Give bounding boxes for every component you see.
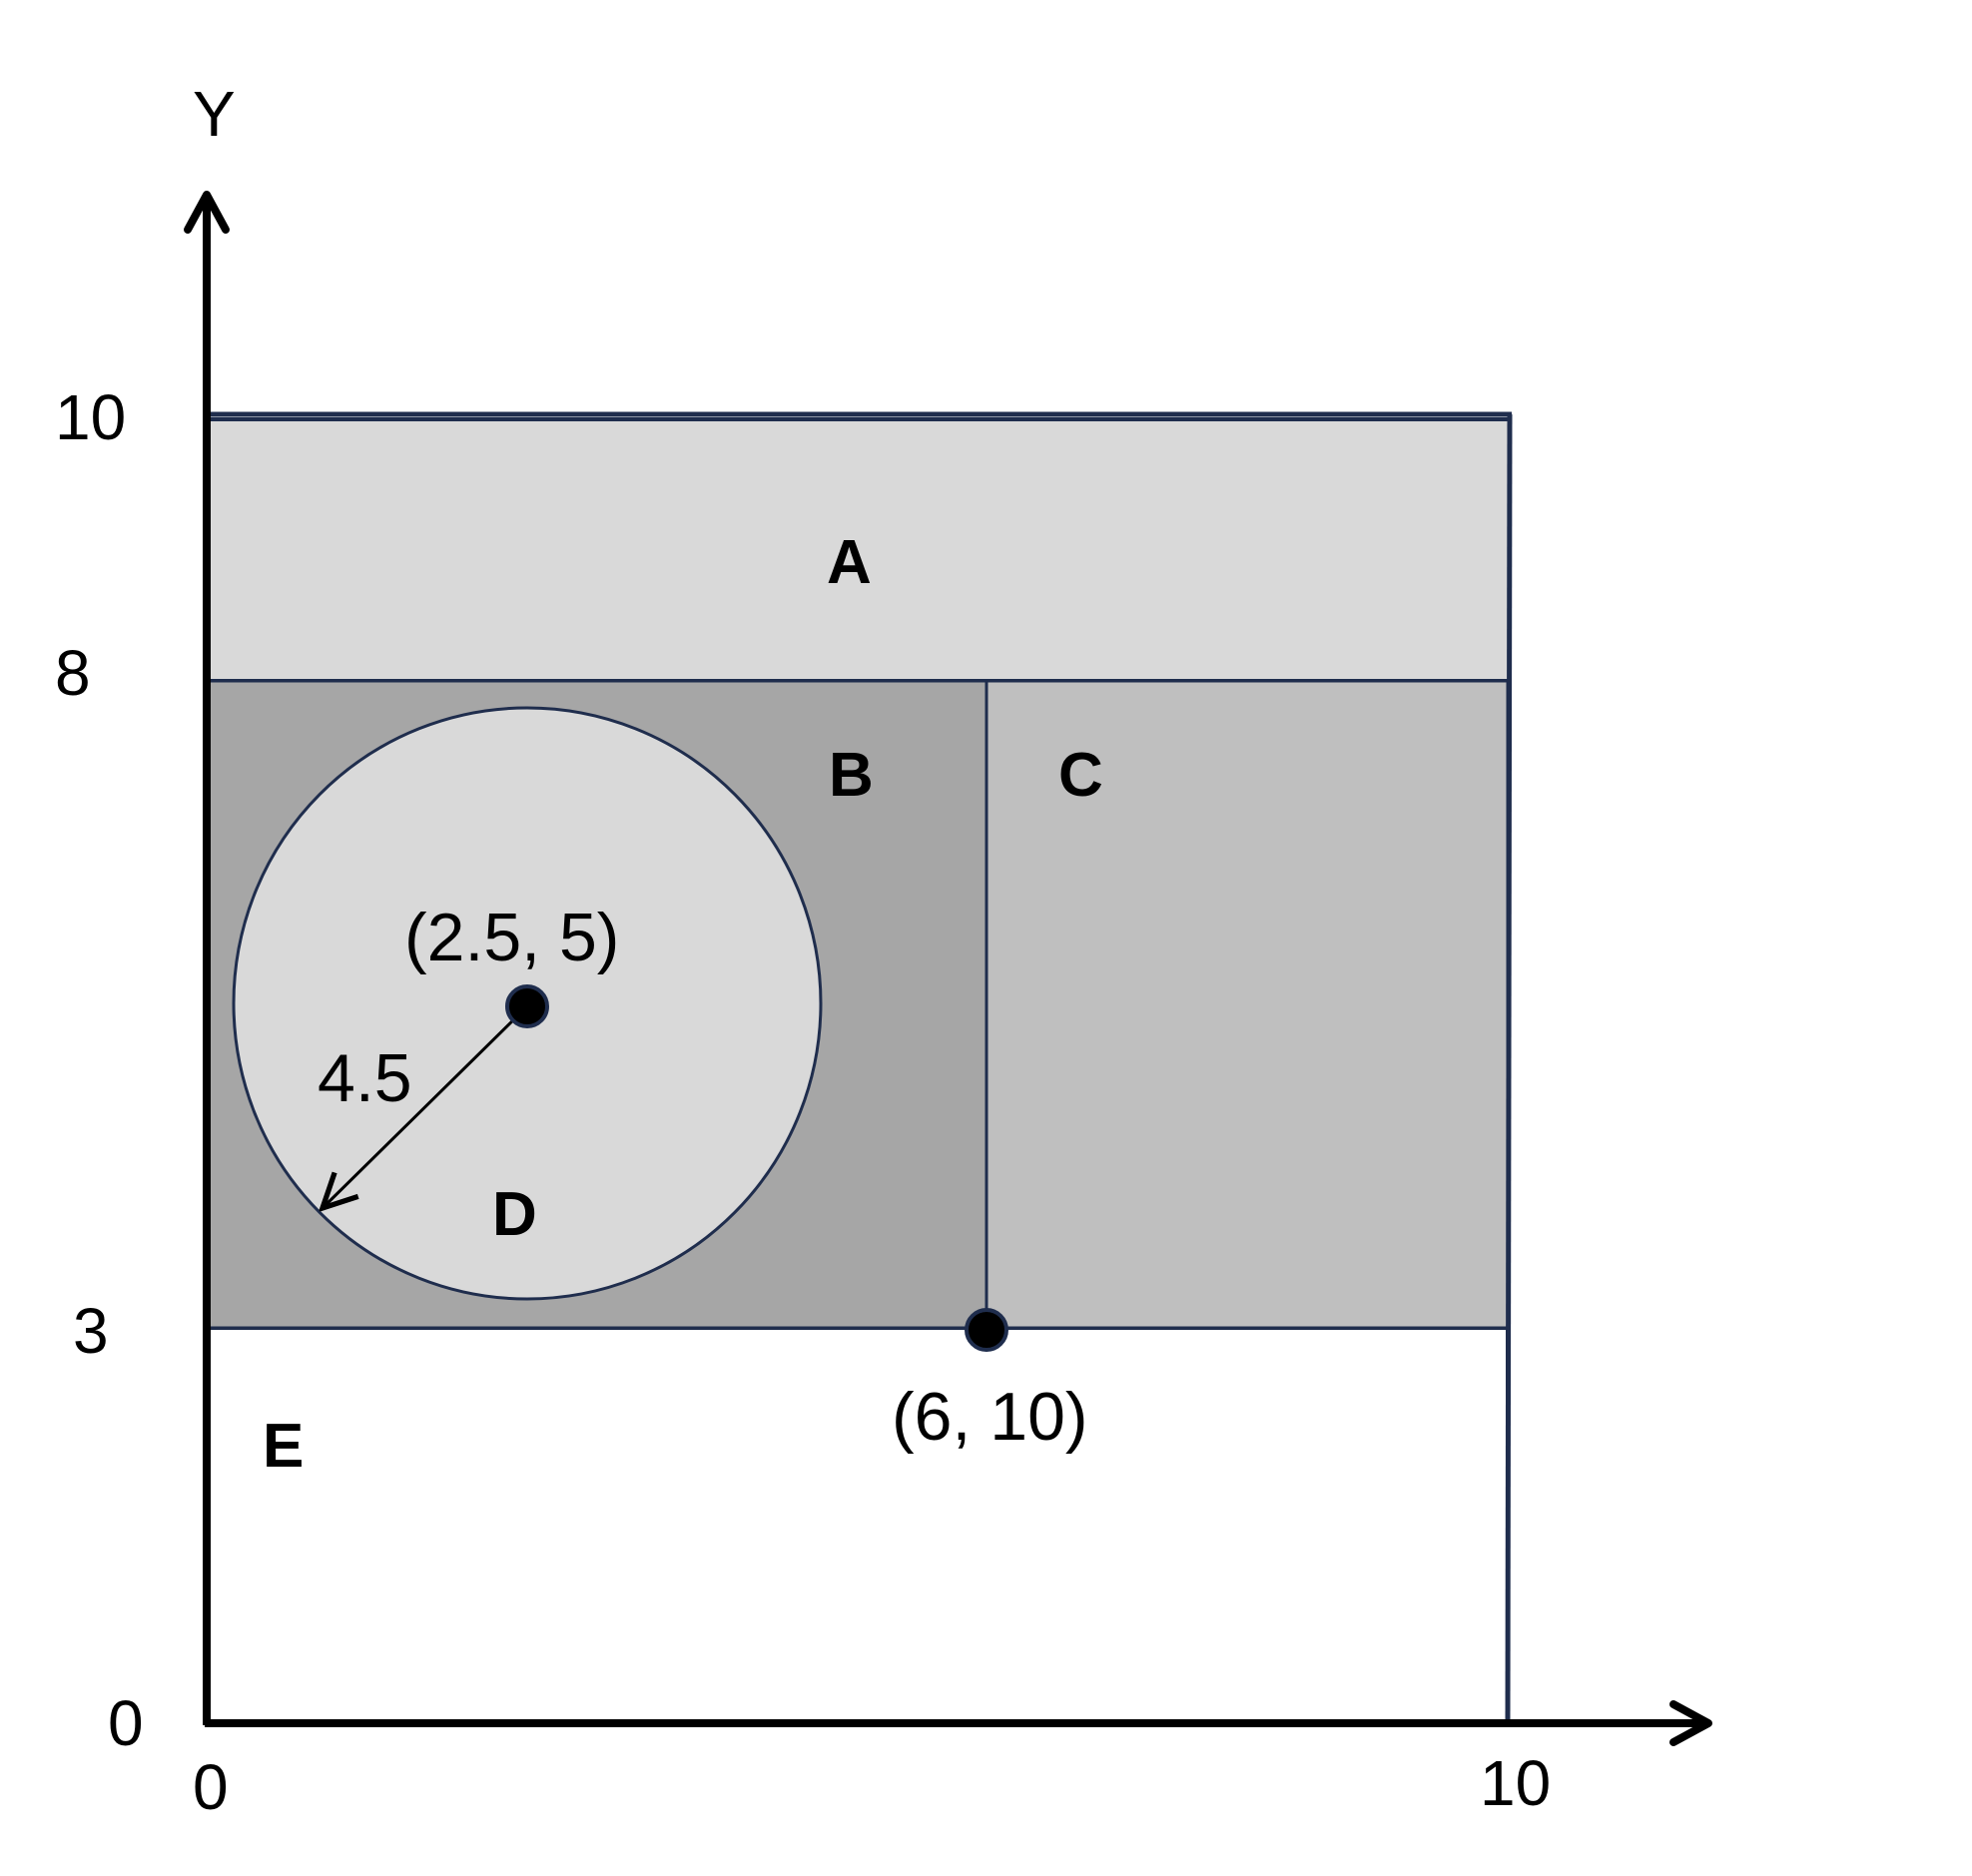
region-b-label: B (829, 741, 874, 810)
region-a (205, 417, 1512, 683)
center-point-marker (505, 984, 549, 1028)
x-axis-arrowhead (1669, 1700, 1712, 1746)
y-tick-0: 0 (108, 1687, 144, 1759)
center-point-label: (2.5, 5) (404, 900, 619, 975)
region-c (985, 679, 1510, 1330)
region-e (203, 1326, 1510, 1723)
region-c-label: C (1058, 741, 1103, 810)
corner-point-marker (965, 1308, 1008, 1352)
region-d-label: D (492, 1180, 537, 1249)
x-tick-10: 10 (1480, 1747, 1551, 1819)
y-axis-label: Y (193, 78, 236, 150)
radius-arrow (323, 1004, 529, 1208)
right-border (1505, 413, 1513, 1724)
x-tick-0: 0 (193, 1751, 229, 1823)
y-tick-8: 8 (55, 637, 91, 709)
y-axis-arrowhead (184, 191, 230, 234)
radius-label: 4.5 (318, 1040, 412, 1116)
y-tick-3: 3 (73, 1295, 109, 1367)
corner-point-label: (6, 10) (892, 1379, 1088, 1455)
region-a-label: A (827, 528, 872, 597)
region-e-label: E (263, 1412, 304, 1481)
y-tick-10: 10 (55, 381, 126, 453)
